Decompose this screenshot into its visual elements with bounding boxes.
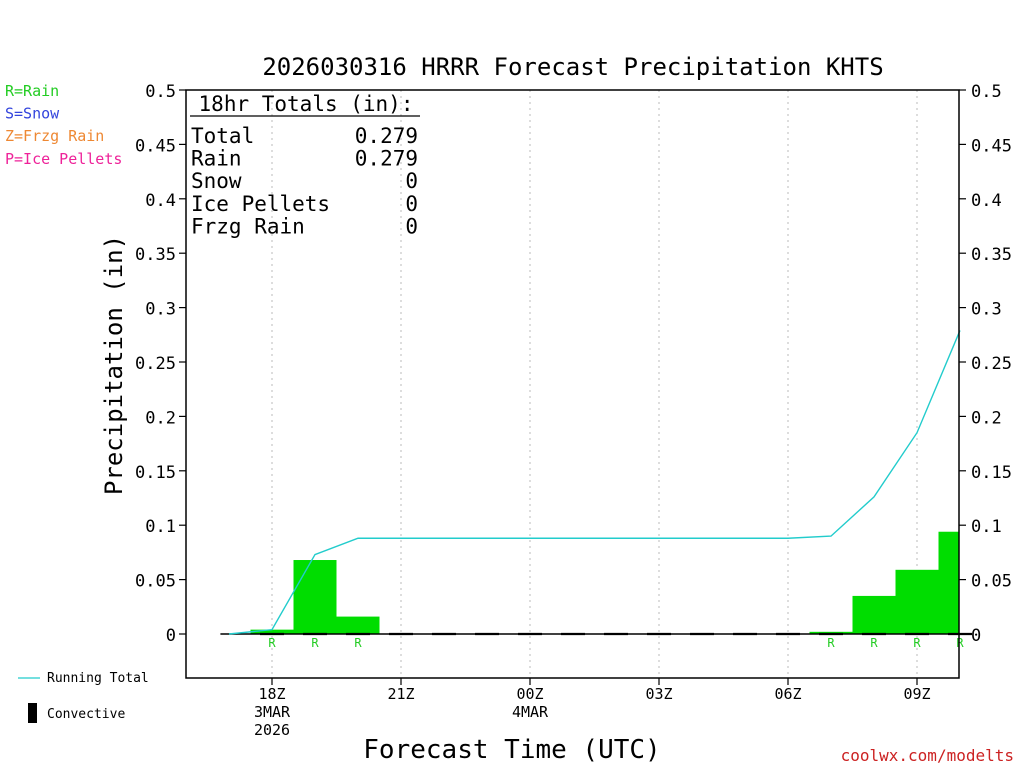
precip-type-label: R xyxy=(956,636,964,650)
y-tick-label: 0.45 xyxy=(135,136,176,156)
y-tick-label: 0.15 xyxy=(135,463,176,483)
bar-series xyxy=(250,531,959,634)
precip-bar xyxy=(336,616,380,634)
x-tick-label: 3MAR xyxy=(254,703,291,721)
running-total-legend-label: Running Total xyxy=(47,671,149,686)
type-legend-item: P=Ice Pellets xyxy=(5,150,122,168)
running-total-series xyxy=(228,330,961,635)
y-tick-label-right: 0.25 xyxy=(971,354,1012,374)
x-tick-label: 06Z xyxy=(774,685,801,703)
precip-bar xyxy=(250,629,294,634)
totals-row-label: Frzg Rain xyxy=(191,214,305,238)
grid-lines xyxy=(271,90,918,678)
precip-type-label: R xyxy=(354,636,362,650)
convective-legend: Convective xyxy=(28,703,125,723)
y-tick-label-right: 0 xyxy=(971,626,981,646)
x-tick-label: 2026 xyxy=(254,721,290,739)
y-tick-label-right: 0.3 xyxy=(971,300,1002,320)
y-tick-label-right: 0.2 xyxy=(971,408,1002,428)
precip-bar xyxy=(293,560,337,634)
totals-row-value: 0.279 xyxy=(355,124,418,148)
y-tick-label: 0.1 xyxy=(145,517,176,537)
y-tick-label: 0.25 xyxy=(135,354,176,374)
y-axis-right: 0.5 0.45 0.4 0.35 0.3 0.25 0.2 0.15 0.1 0.05 0 xyxy=(959,82,1012,646)
precip-type-label: R xyxy=(311,636,319,650)
running-total-line xyxy=(228,330,961,635)
y-tick-label-right: 0.15 xyxy=(971,463,1012,483)
precip-bar xyxy=(852,595,896,634)
precip-bar xyxy=(895,569,939,634)
y-tick-label: 0.4 xyxy=(145,191,176,211)
y-tick-label: 0.05 xyxy=(135,572,176,592)
precip-bar xyxy=(938,531,959,634)
type-legend-item: R=Rain xyxy=(5,82,59,100)
y-tick-label-right: 0.05 xyxy=(971,572,1012,592)
precip-type-legend: R=Rain S=Snow Z=Frzg Rain P=Ice Pellets xyxy=(5,82,122,168)
x-tick-label: 4MAR xyxy=(512,703,549,721)
convective-legend-swatch xyxy=(28,703,37,723)
y-tick-label: 0.3 xyxy=(145,300,176,320)
y-tick-label-right: 0.1 xyxy=(971,517,1002,537)
totals-row-label: Total xyxy=(191,124,254,148)
totals-row-value: 0 xyxy=(405,169,418,193)
convective-legend-label: Convective xyxy=(47,707,125,722)
y-tick-label: 0.35 xyxy=(135,245,176,265)
precip-type-label: R xyxy=(827,636,835,650)
running-total-legend: Running Total xyxy=(18,671,149,686)
totals-row-value: 0.279 xyxy=(355,147,418,171)
credit-text: coolwx.com/modelts xyxy=(841,746,1014,765)
y-tick-label: 0.2 xyxy=(145,408,176,428)
y-tick-label-right: 0.5 xyxy=(971,82,1002,102)
type-legend-item: Z=Frzg Rain xyxy=(5,127,104,145)
totals-row-label: Ice Pellets xyxy=(191,192,330,216)
precip-type-label: R xyxy=(870,636,878,650)
y-axis-left: 0.5 0.45 0.4 0.35 0.3 0.25 0.2 0.15 0.1 0.05 0 xyxy=(135,82,186,646)
y-tick-label: 0.5 xyxy=(145,82,176,102)
x-axis-label: Forecast Time (UTC) xyxy=(363,735,660,765)
x-tick-label: 18Z xyxy=(258,685,285,703)
y-tick-label-right: 0.35 xyxy=(971,245,1012,265)
y-tick-label-right: 0.4 xyxy=(971,191,1002,211)
totals-row-label: Rain xyxy=(191,147,242,171)
x-tick-label: 09Z xyxy=(903,685,930,703)
x-tick-label: 21Z xyxy=(387,685,414,703)
precip-type-label: R xyxy=(913,636,921,650)
totals-row-label: Snow xyxy=(191,169,242,193)
totals-header: 18hr Totals (in): xyxy=(199,92,414,116)
plot-frame xyxy=(185,89,960,679)
x-tick-label: 00Z xyxy=(516,685,543,703)
totals-box: 18hr Totals (in): Total 0.279 Rain 0.279 Snow… xyxy=(190,92,420,238)
totals-row-value: 0 xyxy=(405,214,418,238)
type-legend-item: S=Snow xyxy=(5,105,60,123)
chart-title: 2026030316 HRRR Forecast Precipitation K… xyxy=(262,53,883,81)
x-tick-label: 03Z xyxy=(645,685,672,703)
totals-row-value: 0 xyxy=(405,192,418,216)
y-axis-label: Precipitation (in) xyxy=(100,235,128,495)
y-tick-label-right: 0.45 xyxy=(971,136,1012,156)
y-tick-label: 0 xyxy=(166,626,176,646)
precip-type-label: R xyxy=(268,636,276,650)
